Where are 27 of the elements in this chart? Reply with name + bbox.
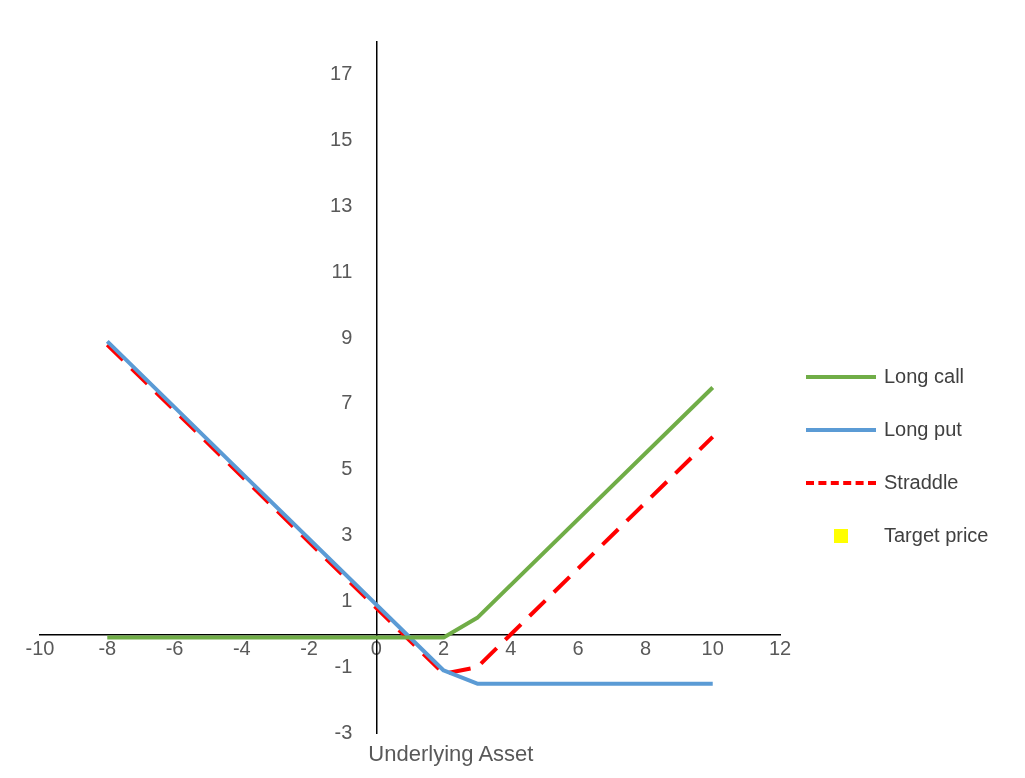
y-tick-label: 5 [341, 457, 353, 480]
x-tick-label: 2 [438, 636, 450, 659]
x-tick-label: -2 [300, 636, 318, 659]
y-tick-label: 7 [341, 391, 353, 414]
y-tick-label: 13 [330, 194, 353, 217]
x-tick-label: -8 [98, 636, 117, 659]
x-tick-label: 6 [572, 636, 584, 659]
y-tick-label: 1 [341, 588, 353, 611]
x-axis-title: Underlying Asset [368, 741, 534, 767]
y-tick-label: -1 [334, 654, 353, 677]
y-tick-label: 3 [341, 523, 353, 546]
y-tick-label: -3 [334, 720, 353, 743]
y-tick-label: 17 [330, 62, 353, 85]
x-tick-label: 4 [505, 636, 517, 659]
legend-label: Long put [884, 418, 962, 441]
x-tick-label: 12 [768, 636, 792, 659]
y-tick-label: 9 [341, 325, 353, 348]
x-tick-label: -6 [165, 636, 184, 659]
legend-label: Target price [884, 524, 989, 547]
x-tick-label: 10 [701, 636, 724, 659]
y-tick-label: 11 [331, 259, 353, 282]
legend-label: Long call [884, 365, 965, 388]
x-tick-label: 8 [639, 636, 652, 659]
y-tick-label: 15 [330, 128, 353, 151]
legend-label: Straddle [884, 471, 959, 494]
x-tick-label: -10 [25, 636, 55, 659]
x-tick-label: -4 [232, 636, 251, 659]
